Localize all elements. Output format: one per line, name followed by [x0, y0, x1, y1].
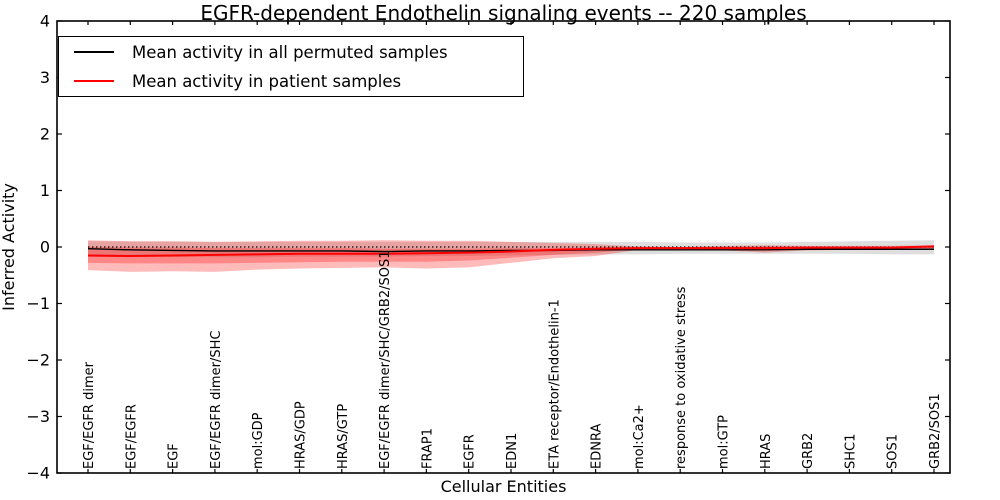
y-tick-label: −1 — [26, 294, 50, 313]
y-tick-label: 0 — [40, 238, 50, 257]
patient-mean-line — [87, 245, 935, 258]
x-tick-label: EGFR — [463, 434, 478, 469]
y-axis-title: Inferred Activity — [0, 183, 18, 311]
x-tick-label: HRAS — [759, 434, 774, 469]
x-tick-label: HRAS/GTP — [336, 404, 351, 469]
x-tick-label: GRB2/SOS1 — [928, 393, 943, 469]
legend-label-patient: Mean activity in patient samples — [132, 71, 402, 91]
x-tick-label: SOS1 — [886, 434, 901, 469]
x-tick-label: EGF/EGFR dimer/SHC — [209, 331, 224, 469]
y-tick-label: −2 — [26, 351, 50, 370]
x-tick-label: GRB2 — [801, 433, 816, 469]
x-tick-label: SHC1 — [843, 434, 858, 469]
legend-box: Mean activity in all permuted samples Me… — [58, 36, 524, 97]
x-tick-label: HRAS/GDP — [294, 401, 309, 469]
patient-line-swatch-icon — [74, 80, 114, 82]
y-tick-label: −3 — [26, 407, 50, 426]
x-tick-label: EGF — [167, 443, 182, 469]
plot-frame — [56, 20, 951, 474]
x-tick-label: EGF/EGFR — [124, 404, 139, 469]
permuted-mean-line — [87, 247, 934, 253]
x-tick-label: EDNRA — [590, 424, 605, 469]
y-tick-label: 2 — [40, 125, 50, 144]
y-tick-label: 3 — [40, 68, 50, 87]
legend-entry-permuted: Mean activity in all permuted samples — [59, 38, 523, 66]
x-tick-label: EDN1 — [505, 433, 520, 469]
x-tick-label: ETA receptor/Endothelin-1 — [547, 299, 562, 469]
x-tick-label: EGF/EGFR dimer — [82, 361, 97, 469]
x-tick-label: EGF/EGFR dimer/SHC/GRB2/SOS1 — [378, 251, 393, 469]
y-tick-label: −4 — [26, 464, 50, 483]
y-tick-label: 4 — [40, 12, 50, 31]
legend-label-permuted: Mean activity in all permuted samples — [132, 42, 448, 62]
y-tick-label: 1 — [40, 181, 50, 200]
x-tick-label: response to oxidative stress — [674, 286, 689, 469]
legend-entry-patient: Mean activity in patient samples — [59, 67, 523, 95]
x-tick-label: mol:GDP — [251, 412, 266, 469]
permuted-line-swatch-icon — [74, 51, 114, 53]
x-tick-label: mol:GTP — [717, 415, 732, 469]
x-axis-title: Cellular Entities — [440, 477, 567, 496]
x-tick-label: mol:Ca2+ — [632, 404, 647, 469]
x-tick-label: FRAP1 — [420, 428, 435, 469]
